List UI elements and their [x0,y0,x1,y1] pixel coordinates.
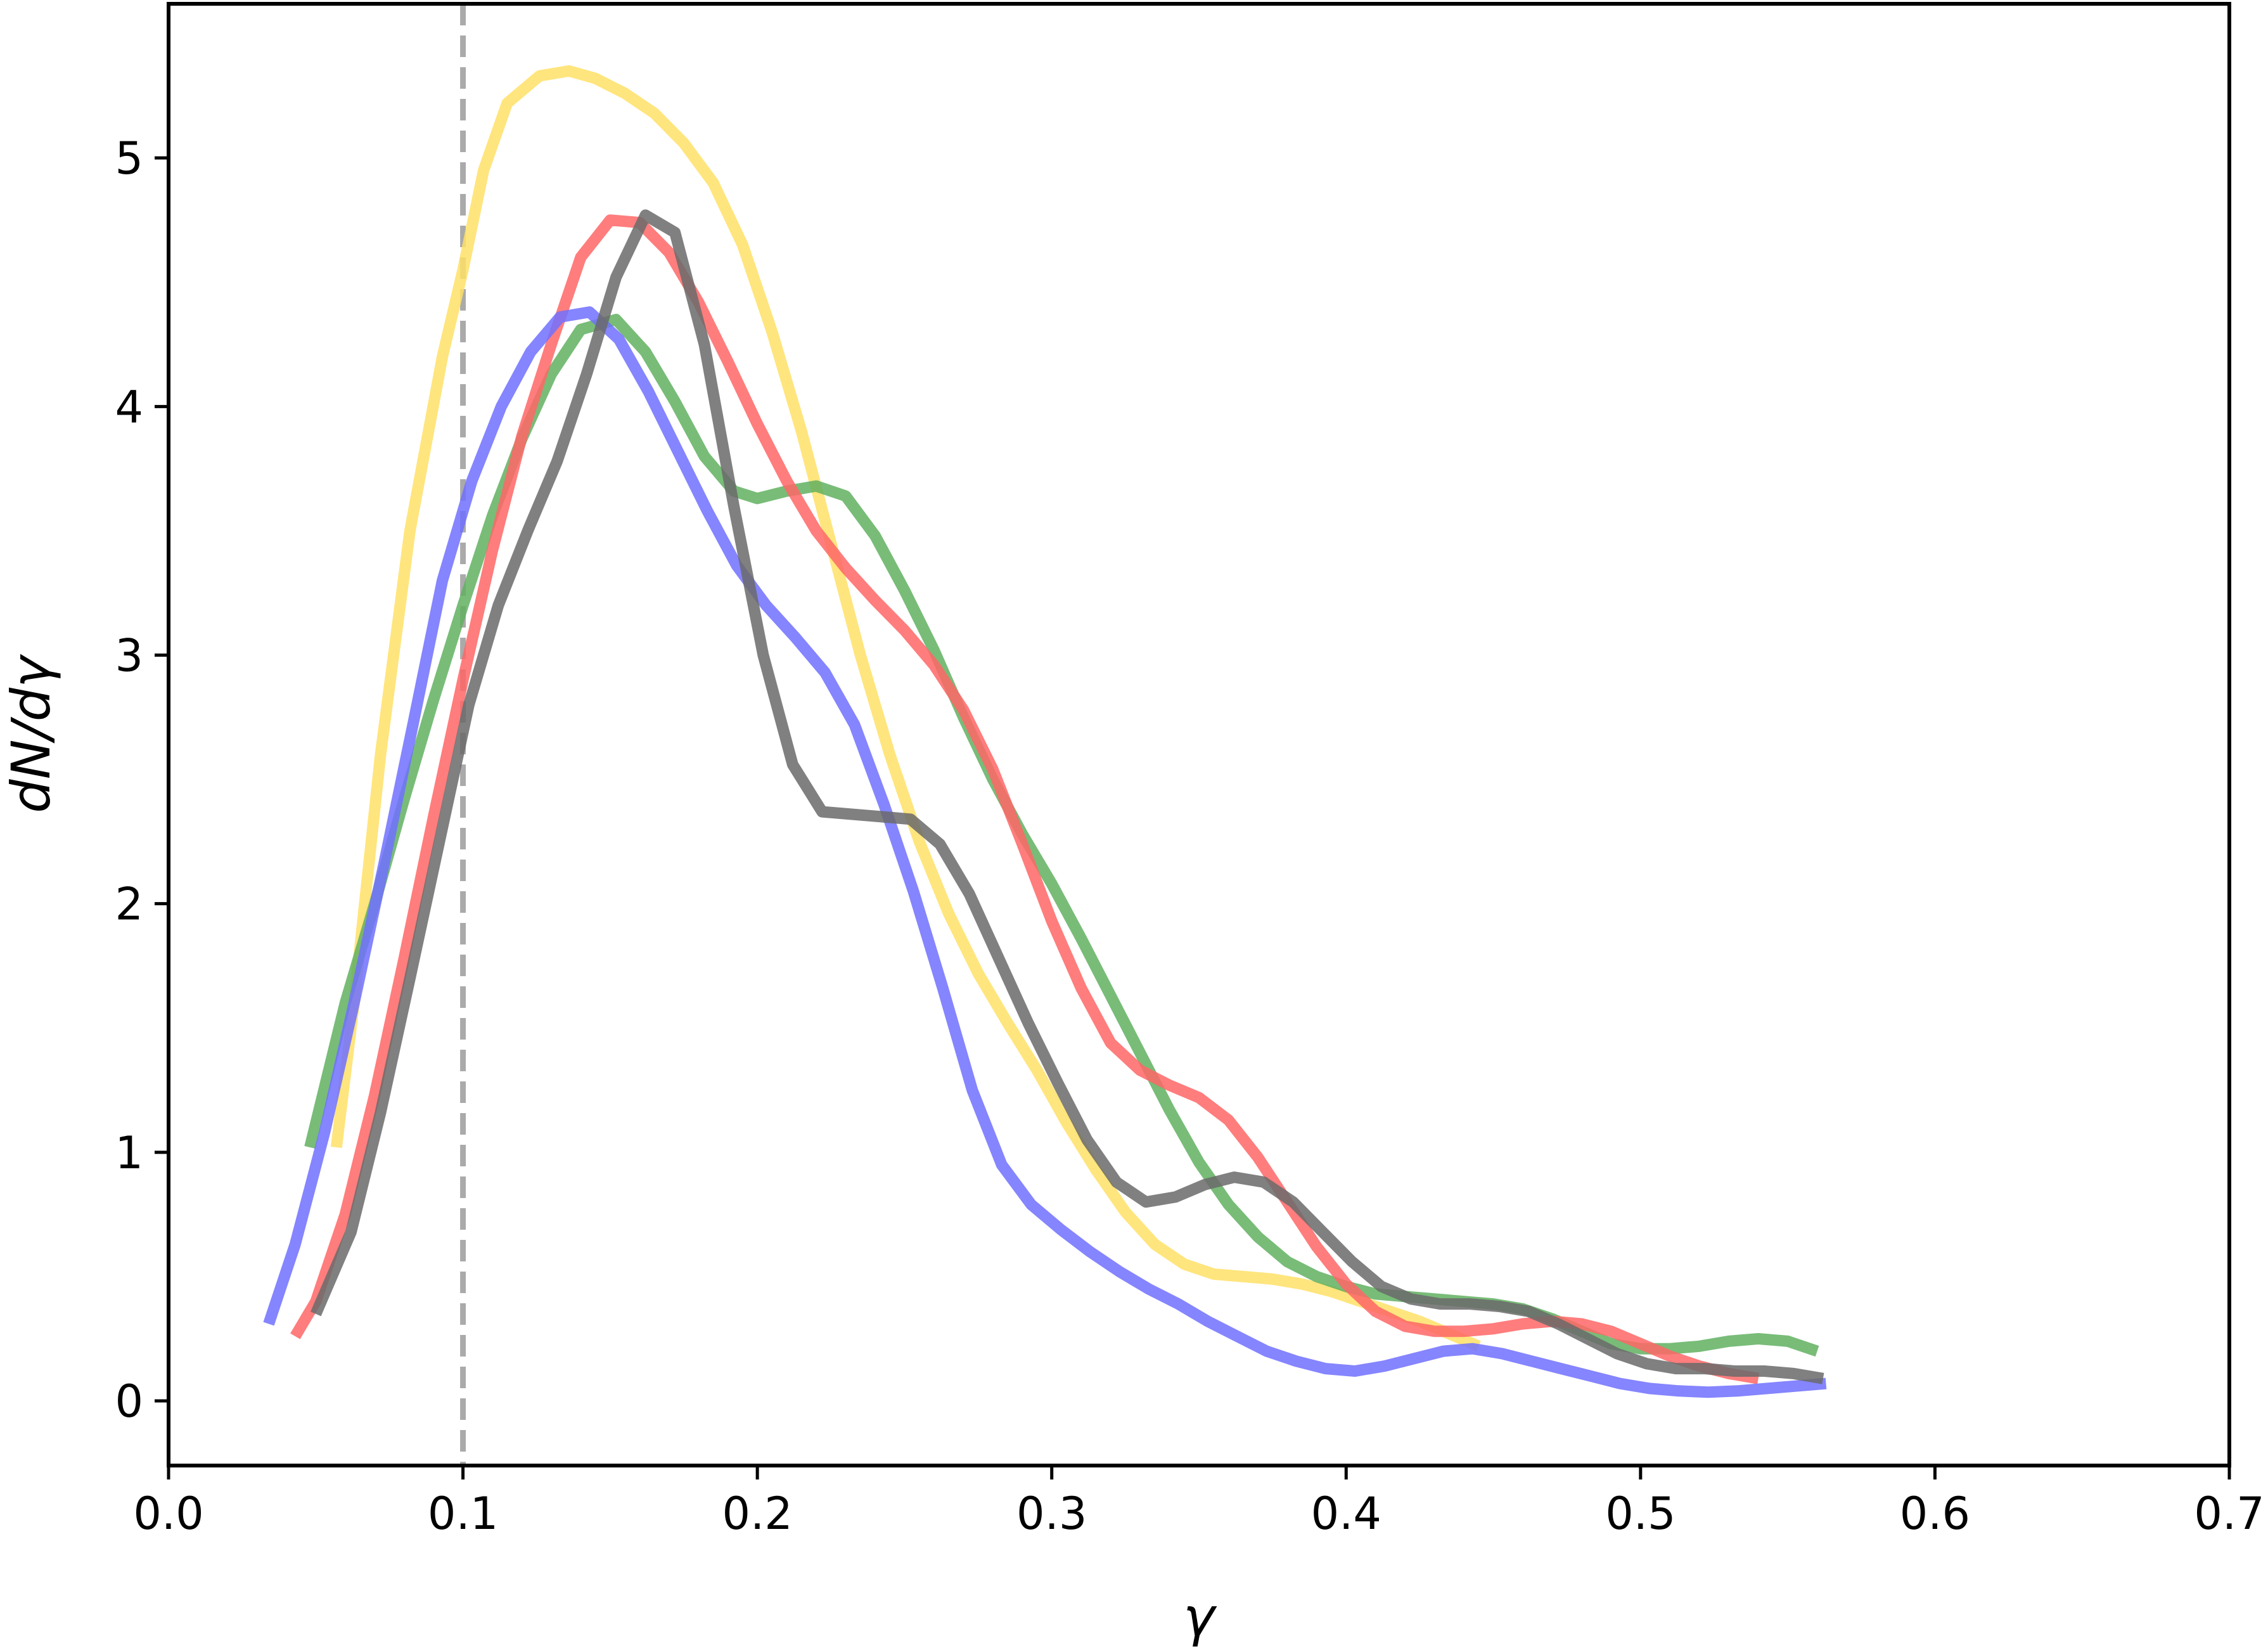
plot-frame [167,2,2231,1467]
y-tick-label: 2 [115,879,143,931]
series-line-4 [263,306,1827,1398]
x-tick-label: 0.7 [2194,1488,2264,1540]
x-axis-label: γ [1183,1586,1217,1648]
y-tick-label: 3 [115,630,143,682]
y-axis: 0 1 2 3 4 5 [115,132,169,1428]
series-lines [263,65,1827,1398]
y-tick-label: 1 [115,1127,143,1179]
y-axis-label: dN/dγ [0,654,62,813]
series-line-2 [304,314,1819,1357]
y-tick-label: 4 [115,381,143,433]
x-tick-label: 0.4 [1311,1488,1381,1540]
series-line-1 [330,65,1481,1352]
x-tick-label: 0.0 [133,1488,203,1540]
x-tick-label: 0.5 [1605,1488,1675,1540]
x-tick-label: 0.2 [722,1488,792,1540]
x-tick-label: 0.3 [1016,1488,1087,1540]
y-tick-label: 5 [115,132,143,184]
x-axis: 0.0 0.1 0.2 0.3 0.4 0.5 0.6 0.7 [133,1466,2265,1540]
y-tick-label: 0 [115,1376,143,1428]
series-line-3 [290,214,1760,1384]
x-tick-label: 0.6 [1900,1488,1970,1540]
series-line-5 [311,209,1824,1384]
x-tick-label: 0.1 [428,1488,498,1540]
